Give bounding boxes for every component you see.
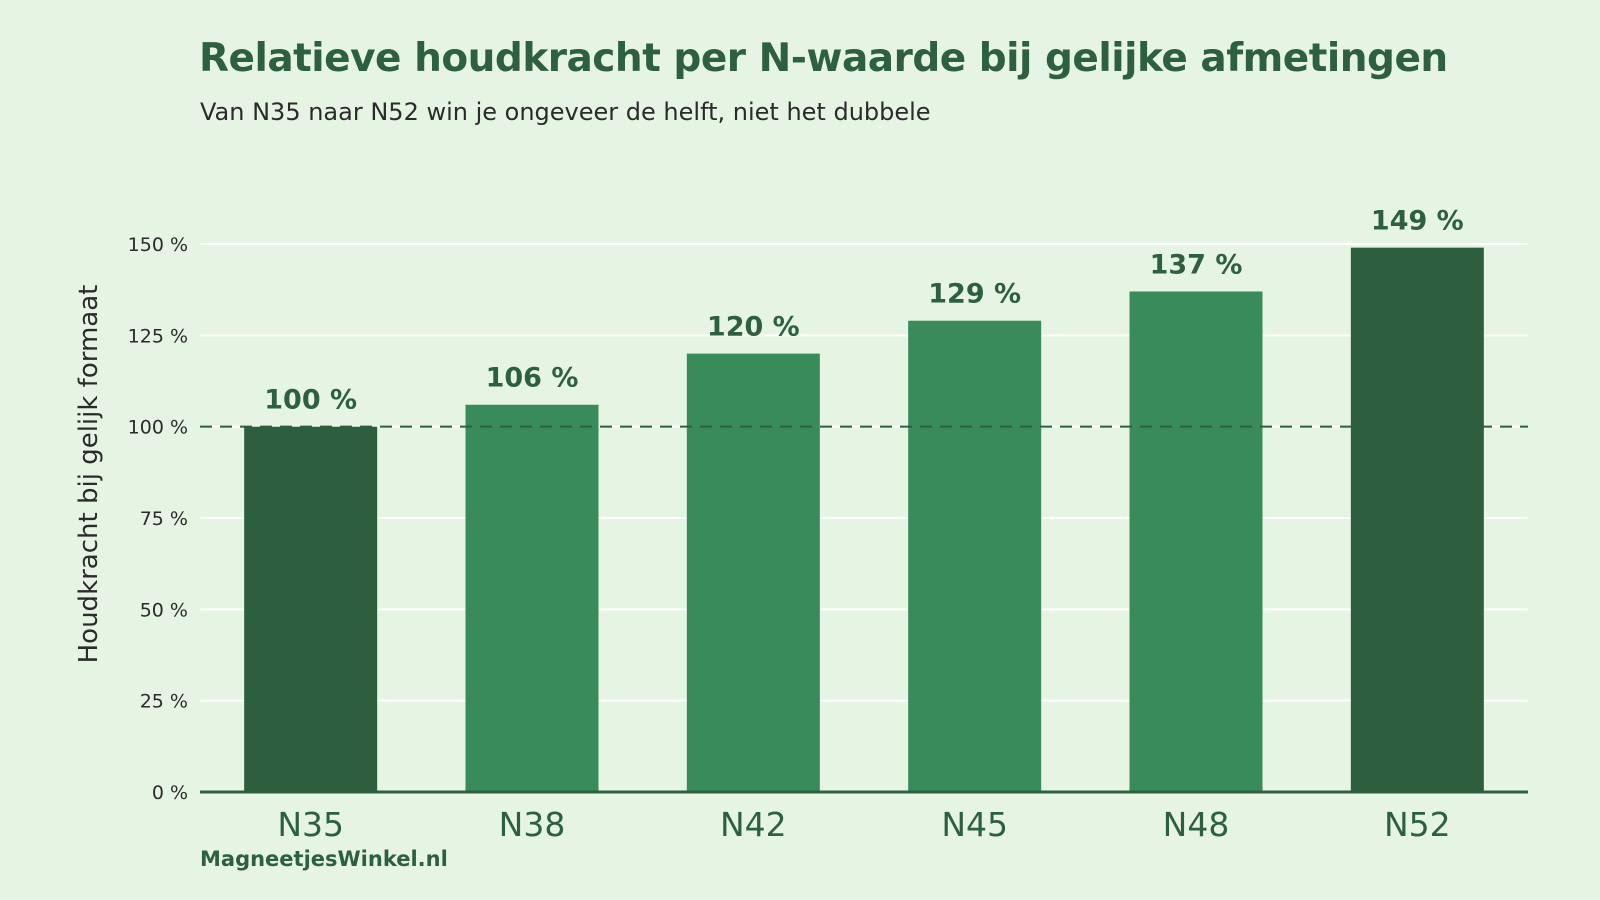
x-tick-label-n48: N48 [1163,805,1230,844]
x-tick-labels: N35 N38 N42 N45 N48 N52 [277,805,1450,844]
chart-title: Relatieve houdkracht per N-waarde bij ge… [199,36,1448,81]
x-tick-label-n38: N38 [499,805,566,844]
data-labels: 100 % 106 % 120 % 129 % 137 % 149 % [264,206,1463,416]
data-label-n35: 100 % [264,385,357,416]
y-tick-label: 0 % [152,782,188,804]
data-label-n48: 137 % [1150,249,1243,280]
bar-n48 [1129,291,1263,792]
x-tick-label-n42: N42 [720,805,787,844]
x-tick-label-n45: N45 [941,805,1008,844]
bar-n35 [244,426,378,792]
bar-n42 [686,353,820,792]
x-tick-label-n52: N52 [1384,805,1451,844]
data-label-n45: 129 % [928,279,1021,310]
chart-subtitle: Van N35 naar N52 win je ongeveer de helf… [200,98,931,126]
y-tick-label: 150 % [128,234,188,256]
bar-n45 [908,320,1042,792]
data-label-n52: 149 % [1371,206,1464,237]
y-tick-label: 125 % [128,325,188,347]
data-label-n42: 120 % [707,312,800,343]
bar-n52 [1350,247,1484,793]
y-tick-label: 100 % [128,417,188,439]
brand-footer: MagneetjesWinkel.nl [200,847,448,871]
x-tick-label-n35: N35 [277,805,344,844]
data-label-n38: 106 % [486,363,579,394]
y-tick-label: 50 % [140,599,188,621]
y-tick-label: 75 % [140,508,188,530]
y-tick-label: 25 % [140,691,188,713]
bar-n38 [465,404,599,792]
bars [244,247,1484,793]
y-tick-labels: 0 % 25 % 50 % 75 % 100 % 125 % 150 % [128,234,188,804]
grid-lines [200,243,1528,702]
